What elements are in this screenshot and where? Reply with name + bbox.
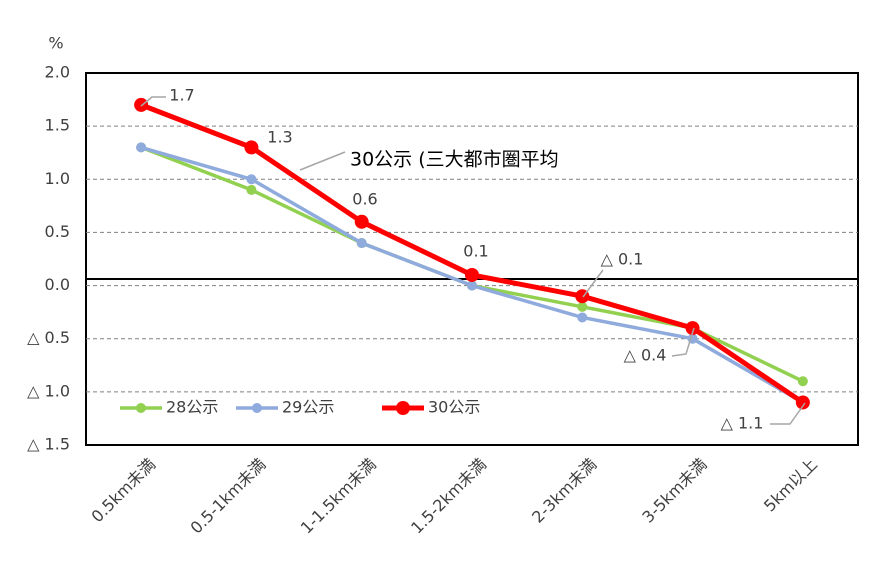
y-tick-label: 0.0 <box>45 275 70 294</box>
y-tick-label: △ 1.5 <box>27 435 70 454</box>
legend-marker <box>396 401 410 415</box>
data-point <box>244 140 259 155</box>
data-point <box>136 142 147 153</box>
x-tick-label: 3-5km未満 <box>638 455 710 527</box>
data-point <box>797 376 808 387</box>
x-tick-label: 0.5-1km未満 <box>187 455 270 538</box>
y-tick-label: △ 1.0 <box>27 381 70 400</box>
y-tick-label: 1.0 <box>45 169 70 188</box>
data-point <box>577 301 588 312</box>
y-axis-label: % <box>48 34 63 53</box>
data-label: 0.6 <box>352 190 377 209</box>
plot-frame <box>85 72 859 446</box>
annotation: 30公示 (三大都市圏平均 <box>350 149 559 171</box>
data-label: 1.3 <box>267 128 292 147</box>
y-tick-label: 0.5 <box>45 222 70 241</box>
label-leader <box>770 402 806 425</box>
y-tick-label: 1.5 <box>45 116 70 135</box>
data-label: △ 0.4 <box>624 346 667 365</box>
y-tick-label: 2.0 <box>45 63 70 82</box>
x-tick-label: 0.5km未満 <box>88 455 160 527</box>
data-label: 1.7 <box>169 86 194 105</box>
y-tick-label: △ 0.5 <box>27 328 70 347</box>
legend-label: 28公示 <box>166 398 218 417</box>
legend-label: 30公示 <box>428 398 480 417</box>
x-tick-label: 1-1.5km未満 <box>297 455 380 538</box>
x-tick-label: 1.5-2km未満 <box>407 455 490 538</box>
data-point <box>577 312 588 323</box>
data-point <box>246 184 257 195</box>
x-tick-label: 2-3km未満 <box>528 455 600 527</box>
data-label: 0.1 <box>463 242 488 261</box>
data-point <box>354 214 369 229</box>
annotation-leader <box>299 151 346 171</box>
data-point <box>467 280 477 291</box>
legend-marker <box>136 403 146 413</box>
label-leader <box>140 96 166 107</box>
data-point <box>685 321 700 336</box>
data-point <box>465 267 479 282</box>
data-point <box>134 97 149 112</box>
label-leader <box>582 269 604 298</box>
data-point <box>356 238 367 249</box>
data-point <box>246 174 257 185</box>
data-point <box>795 395 810 410</box>
label-leader <box>671 327 695 357</box>
data-label: △ 1.1 <box>721 414 764 433</box>
x-tick-label: 5km以上 <box>760 455 821 516</box>
legend-marker <box>252 403 262 413</box>
legend-label: 29公示 <box>282 398 334 417</box>
data-label: △ 0.1 <box>601 250 644 269</box>
